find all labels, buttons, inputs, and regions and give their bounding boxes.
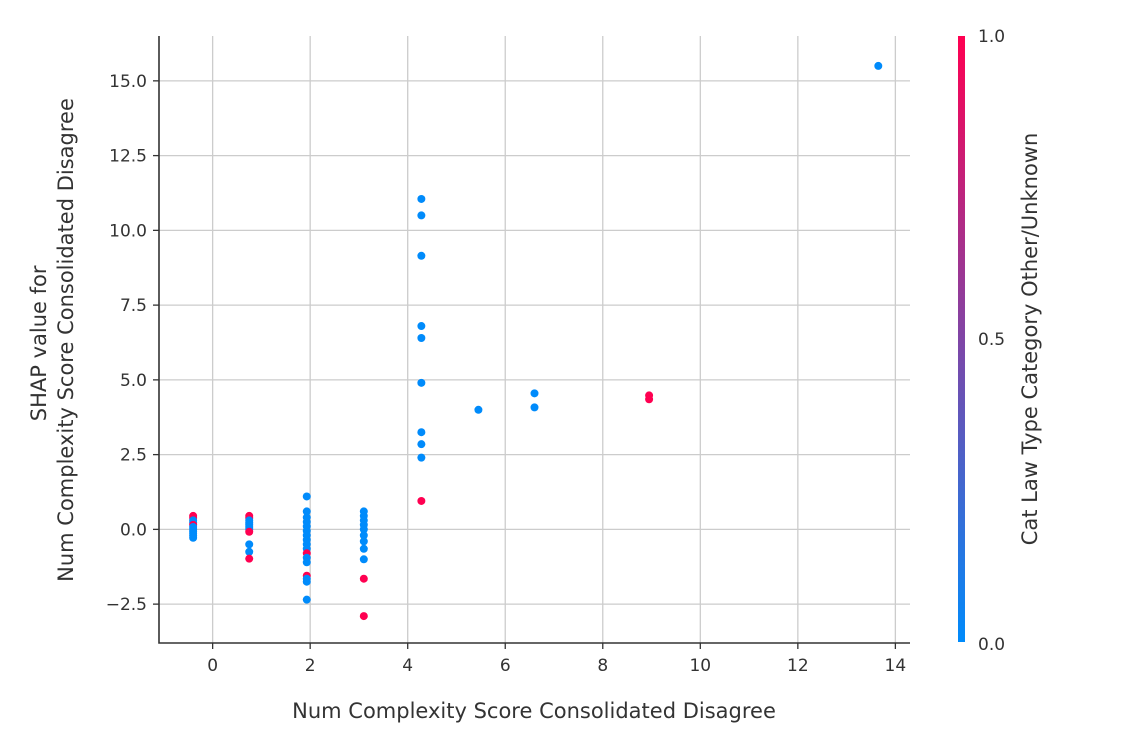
scatter-point — [245, 554, 254, 563]
scatter-point — [359, 574, 368, 583]
scatter-point — [302, 577, 311, 586]
scatter-point — [474, 405, 483, 414]
scatter-point — [530, 403, 539, 412]
x-tick-label: 2 — [305, 656, 316, 676]
y-axis-title-line-2: Num Complexity Score Consolidated Disagr… — [54, 98, 78, 582]
scatter-point — [245, 527, 254, 536]
y-tick-label: 12.5 — [109, 147, 147, 167]
scatter-point — [302, 558, 311, 567]
scatter-point — [417, 211, 426, 220]
scatter-point — [302, 492, 311, 501]
scatter-points — [189, 61, 883, 621]
scatter-point — [245, 540, 254, 549]
y-tick-label: −2.5 — [106, 595, 147, 615]
y-tick-label: 0.0 — [120, 520, 147, 540]
colorbar-title: Cat Law Type Category Other/Unknown — [1018, 133, 1042, 546]
scatter-point — [417, 496, 426, 505]
tick-labels: 0 2 4 6 8 10 12 14 −2.5 0.0 2.5 5.0 7.5 10.0 12.5 15.0 — [106, 72, 906, 676]
scatter-point — [417, 378, 426, 387]
scatter-point — [645, 395, 654, 404]
scatter-point — [874, 61, 883, 70]
scatter-point — [417, 334, 426, 343]
x-tick-label: 4 — [402, 656, 413, 676]
y-tick-label: 10.0 — [109, 221, 147, 241]
x-axis-title: Num Complexity Score Consolidated Disagr… — [292, 699, 776, 723]
scatter-point — [530, 389, 539, 398]
scatter-point — [417, 453, 426, 462]
y-tick-label: 7.5 — [120, 296, 147, 316]
colorbar-tick-label-high: 1.0 — [978, 27, 1005, 47]
x-tick-label: 6 — [500, 656, 511, 676]
axis-spines — [158, 36, 910, 644]
scatter-point — [417, 322, 426, 331]
scatter-point — [302, 507, 311, 516]
colorbar: 1.0 0.5 0.0 Cat Law Type Category Other/… — [958, 27, 1042, 655]
y-tick-label: 2.5 — [120, 446, 147, 466]
scatter-point — [359, 612, 368, 621]
colorbar-tick-label-mid: 0.5 — [978, 330, 1005, 350]
scatter-point — [359, 531, 368, 540]
colorbar-tick-label-low: 0.0 — [978, 635, 1005, 655]
y-tick-label: 15.0 — [109, 72, 147, 92]
scatter-point — [359, 555, 368, 564]
scatter-point — [417, 440, 426, 449]
scatter-point — [245, 547, 254, 556]
x-tick-label: 0 — [207, 656, 218, 676]
scatter-point — [302, 595, 311, 604]
scatter-point — [417, 194, 426, 203]
scatter-point — [359, 537, 368, 546]
y-tick-label: 5.0 — [120, 371, 147, 391]
scatter-point — [189, 533, 198, 542]
x-tick-label: 8 — [597, 656, 608, 676]
axes — [153, 36, 910, 649]
y-axis-title: SHAP value for Num Complexity Score Cons… — [27, 98, 78, 582]
colorbar-bar — [958, 36, 965, 642]
scatter-point — [417, 251, 426, 260]
x-tick-label: 12 — [787, 656, 809, 676]
scatter-point — [417, 428, 426, 437]
gridlines — [159, 36, 910, 643]
scatter-point — [359, 525, 368, 534]
x-tick-label: 10 — [689, 656, 711, 676]
scatter-point — [359, 544, 368, 553]
y-axis-title-line-1: SHAP value for — [27, 265, 51, 421]
x-tick-label: 14 — [885, 656, 907, 676]
